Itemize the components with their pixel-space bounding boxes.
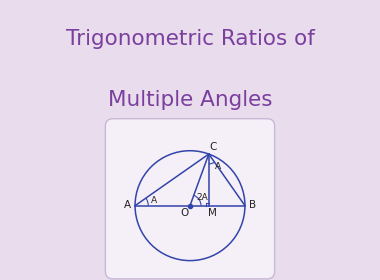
Text: Trigonometric Ratios of: Trigonometric Ratios of <box>66 29 314 49</box>
Text: Multiple Angles: Multiple Angles <box>108 90 272 111</box>
Text: A: A <box>215 162 221 171</box>
Text: B: B <box>249 200 256 210</box>
FancyBboxPatch shape <box>105 119 275 279</box>
Text: O: O <box>180 208 188 218</box>
Text: A: A <box>124 200 131 210</box>
Text: A: A <box>151 196 157 205</box>
Text: M: M <box>207 208 217 218</box>
Text: 2A: 2A <box>196 193 208 202</box>
Text: C: C <box>209 143 217 152</box>
